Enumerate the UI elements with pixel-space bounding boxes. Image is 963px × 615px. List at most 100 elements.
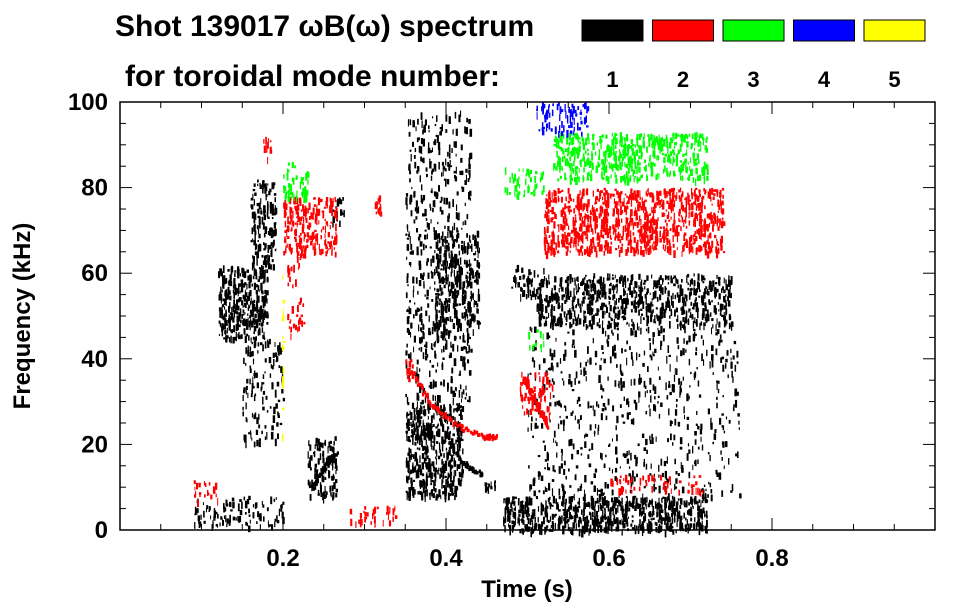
heatmap-cell (725, 441, 728, 448)
heatmap-cell (549, 402, 552, 407)
heatmap-cell (706, 289, 709, 296)
heatmap-cell (409, 194, 413, 203)
heatmap-cell (564, 220, 566, 228)
heatmap-cell (538, 472, 541, 477)
heatmap-cell (655, 436, 657, 442)
heatmap-cell (682, 376, 684, 381)
heatmap-cell (452, 343, 455, 352)
heatmap-cell (672, 187, 675, 191)
heatmap-cell (728, 275, 730, 281)
heatmap-cell (700, 321, 703, 326)
heatmap-cell (563, 311, 566, 315)
heatmap-cell (622, 297, 625, 304)
heatmap-cell (284, 220, 287, 228)
heatmap-cell (461, 391, 463, 399)
heatmap-cell (252, 238, 254, 243)
heatmap-cell (717, 329, 720, 334)
heatmap-cell (314, 473, 317, 480)
heatmap-cell (301, 320, 303, 327)
heatmap-cell (716, 274, 718, 279)
heatmap-cell (443, 197, 446, 205)
heatmap-cell (562, 225, 564, 232)
heatmap-cell (626, 518, 628, 525)
heatmap-cell (458, 413, 461, 416)
heatmap-cell (257, 295, 260, 303)
heatmap-cell (550, 319, 554, 324)
heatmap-cell (425, 491, 427, 497)
heatmap-cell (564, 300, 567, 304)
heatmap-cell (308, 481, 311, 489)
heatmap-cell (440, 130, 442, 136)
heatmap-cell (563, 468, 566, 475)
heatmap-cell (268, 357, 272, 364)
heatmap-cell (249, 430, 252, 436)
heatmap-cell (644, 199, 647, 203)
heatmap-cell (276, 356, 279, 362)
heatmap-cell (234, 307, 237, 314)
heatmap-cell (507, 497, 510, 504)
heatmap-cell (660, 325, 663, 334)
heatmap-cell (522, 504, 525, 510)
heatmap-cell (454, 239, 457, 242)
heatmap-cell (544, 511, 547, 518)
heatmap-cell (572, 296, 574, 303)
heatmap-cell (267, 254, 269, 262)
heatmap-cell (661, 212, 664, 217)
heatmap-cell (555, 440, 557, 444)
heatmap-cell (245, 385, 248, 390)
heatmap-cell (307, 451, 309, 459)
heatmap-cell (545, 305, 547, 314)
heatmap-cell (578, 516, 581, 522)
heatmap-cell (465, 168, 468, 173)
heatmap-cell (294, 222, 297, 225)
heatmap-cell (446, 479, 448, 484)
heatmap-cell (290, 247, 292, 255)
heatmap-cell (266, 322, 269, 325)
heatmap-cell (658, 523, 661, 529)
heatmap-cell (433, 473, 436, 477)
heatmap-cell (252, 336, 255, 340)
heatmap-cell (638, 220, 640, 226)
heatmap-cell (620, 377, 622, 385)
heatmap-cell (543, 323, 546, 327)
heatmap-cell (451, 367, 454, 374)
heatmap-cell (420, 112, 423, 120)
heatmap-cell (273, 193, 277, 196)
heatmap-cell (437, 469, 439, 475)
heatmap-cell (426, 422, 428, 430)
heatmap-cell (444, 249, 447, 258)
heatmap-cell (649, 473, 652, 476)
heatmap-cell (645, 292, 648, 295)
heatmap-cell (612, 346, 614, 351)
heatmap-cell (302, 223, 305, 229)
heatmap-cell (681, 465, 684, 473)
heatmap-cell (298, 326, 300, 332)
heatmap-cell (410, 154, 412, 162)
heatmap-cell (451, 492, 454, 496)
heatmap-cell (452, 481, 455, 487)
heatmap-cell (592, 190, 594, 197)
heatmap-cell (413, 427, 416, 435)
heatmap-cell (688, 308, 691, 312)
heatmap-cell (577, 488, 580, 492)
heatmap-cell (341, 211, 344, 215)
heatmap-cell (681, 486, 685, 494)
heatmap-cell (586, 188, 589, 196)
heatmap-cell (459, 443, 461, 452)
heatmap-cell (717, 199, 720, 207)
heatmap-cell (582, 209, 584, 212)
heatmap-cell (253, 395, 256, 401)
heatmap-cell (408, 488, 412, 497)
heatmap-cell (604, 508, 606, 517)
heatmap-cell (476, 308, 478, 314)
heatmap-cell (273, 406, 276, 415)
heatmap-cell (735, 453, 738, 457)
heatmap-cell (678, 378, 681, 385)
heatmap-cell (562, 527, 565, 535)
heatmap-cell (529, 518, 532, 525)
heatmap-cell (494, 481, 496, 487)
heatmap-cell (621, 509, 624, 514)
heatmap-cell (583, 499, 586, 507)
heatmap-cell (614, 228, 617, 233)
heatmap-cell (686, 393, 689, 402)
